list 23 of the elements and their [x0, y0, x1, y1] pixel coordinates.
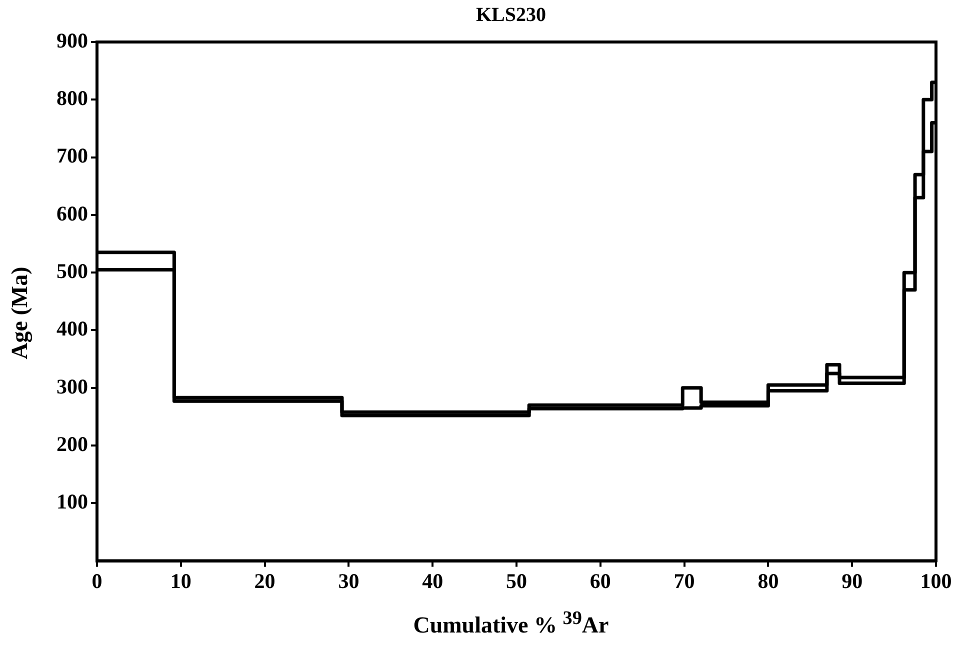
y-tick-label: 400	[56, 316, 88, 341]
y-tick-label: 100	[56, 490, 88, 514]
x-tick-label: 40	[422, 568, 444, 593]
chart-title: KLS230	[474, 4, 548, 27]
y-tick-label: 200	[56, 432, 88, 456]
x-tick-label: 0	[92, 568, 102, 593]
x-tick-label: 100	[920, 568, 952, 593]
y-tick-label: 600	[56, 201, 88, 226]
x-tick-label: 10	[170, 568, 192, 593]
x-tick-label: 70	[674, 568, 695, 593]
y-tick-label: 900	[56, 28, 88, 52]
y-tick-label: 800	[56, 86, 88, 110]
x-tick-label: 20	[254, 568, 276, 593]
y-tick-label: 500	[56, 259, 88, 283]
y-tick-label: 300	[56, 374, 88, 398]
y-axis-title: Age (Ma)	[7, 266, 33, 362]
x-tick-label: 80	[758, 568, 779, 593]
x-tick-label: 60	[590, 568, 611, 593]
x-tick-label: 90	[842, 568, 863, 593]
x-tick-label: 30	[338, 568, 360, 593]
x-axis-title: Cumulative % $^{39}$Ar	[412, 608, 610, 639]
y-tick-label: 700	[56, 144, 88, 168]
x-tick-label: 50	[506, 568, 527, 593]
